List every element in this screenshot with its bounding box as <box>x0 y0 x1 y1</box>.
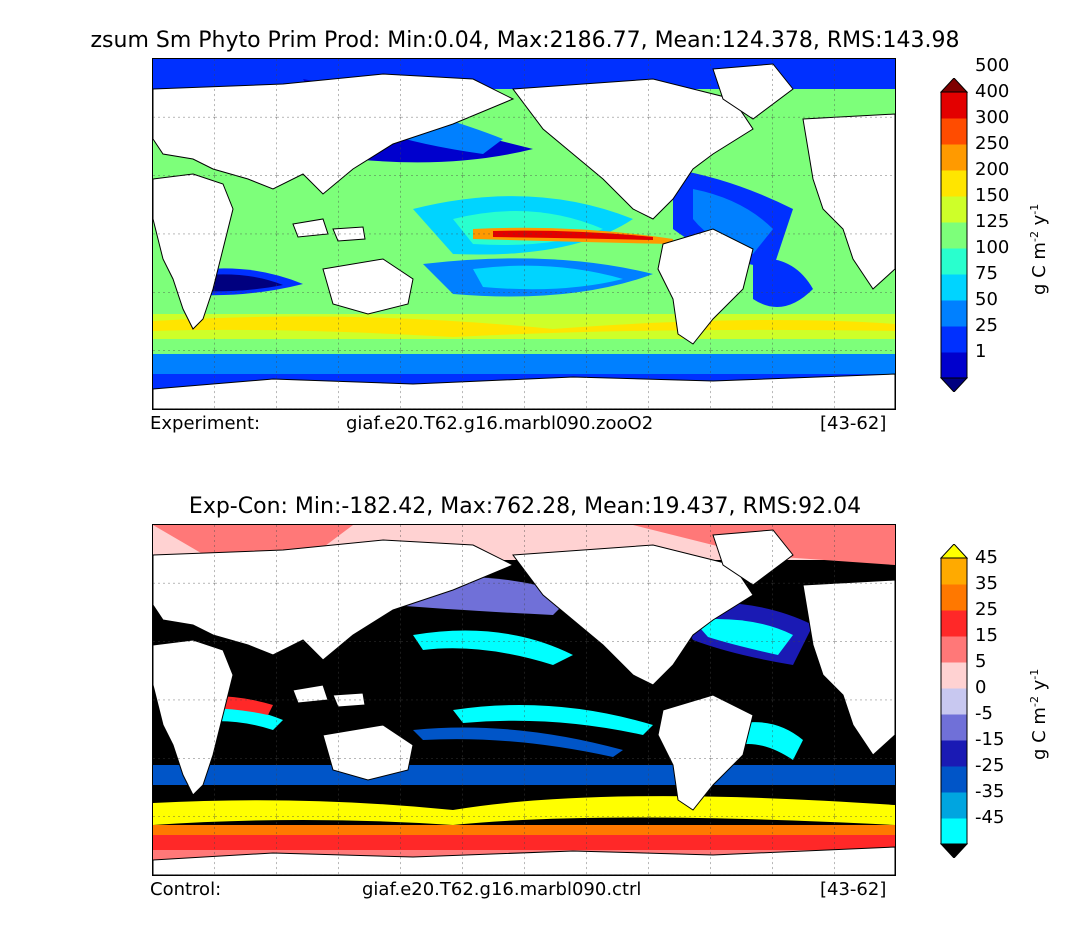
panel2-colorbar-tick-label: 5 <box>975 651 987 672</box>
panel2-colorbar-tick-label: 15 <box>975 625 998 646</box>
panel1-colorbar <box>940 78 968 392</box>
panel1-colorbar-band <box>941 170 967 197</box>
panel2-colorbar-band <box>941 818 967 845</box>
panel1-colorbar-unit: g C m-2 y-1 <box>1028 203 1050 295</box>
panel2-colorbar-band <box>941 766 967 793</box>
panel2-colorbar-band <box>941 688 967 715</box>
panel1-colorbar-band <box>941 92 967 119</box>
panel2-colorbar-tick-label: -15 <box>975 729 1005 750</box>
panel1-colorbar-tick-label: 50 <box>975 289 998 310</box>
panel2-colorbar-over-arrow <box>940 544 968 559</box>
panel2-colorbar-labels: -45 -35 -25 -15 -5 0 5 15 25 35 45 <box>975 544 1035 858</box>
panel1-colorbar-tick-label: 25 <box>975 315 998 336</box>
panel2-colorbar-band <box>941 636 967 663</box>
panel2-colorbar-band <box>941 584 967 611</box>
panel1-colorbar-tick-label: 200 <box>975 159 1010 180</box>
panel2-colorbar-tick-label: -5 <box>975 703 993 724</box>
panel1-colorbar-band <box>941 352 967 379</box>
panel1-footer-label: Experiment: <box>150 413 261 434</box>
panel2-colorbar-unit: g C m-2 y-1 <box>1028 668 1050 760</box>
panel1-colorbar-band <box>941 300 967 327</box>
panel2-colorbar-tick-label: 45 <box>975 547 998 568</box>
panel2-colorbar-tick-label: 35 <box>975 573 998 594</box>
panel1-footer-case: giaf.e20.T62.g16.marbl090.zooO2 <box>346 413 654 434</box>
panel1-colorbar-band <box>941 326 967 353</box>
panel2-colorbar-tick-label: -35 <box>975 781 1005 802</box>
panel1-colorbar-over-arrow <box>940 78 968 93</box>
panel1-footer-years: [43-62] <box>820 413 887 434</box>
panel1-colorbar-tick-label: 400 <box>975 81 1010 102</box>
panel1-colorbar-band <box>941 144 967 171</box>
panel2-title: Exp-Con: Min:-182.42, Max:762.28, Mean:1… <box>188 494 862 519</box>
panel2-colorbar-tick-label: 25 <box>975 599 998 620</box>
panel1-colorbar-tick-label: 150 <box>975 185 1010 206</box>
panel1-colorbar-tick-label: 250 <box>975 133 1010 154</box>
panel1-colorbar-tick-label: 100 <box>975 237 1010 258</box>
panel1-colorbar-tick-label: 500 <box>975 55 1010 76</box>
panel2-colorbar <box>940 544 968 858</box>
panel2-colorbar-band <box>941 662 967 689</box>
panel2-colorbar-band <box>941 558 967 585</box>
panel2-colorbar-under-arrow <box>940 843 968 858</box>
panel2-colorbar-tick-label: -25 <box>975 755 1005 776</box>
panel1-title: zsum Sm Phyto Prim Prod: Min:0.04, Max:2… <box>90 28 960 53</box>
panel1-colorbar-tick-label: 75 <box>975 263 998 284</box>
panel1-colorbar-band <box>941 196 967 223</box>
panel1-map-canvas <box>153 59 895 409</box>
panel2-footer-case: giaf.e20.T62.g16.marbl090.ctrl <box>362 879 642 900</box>
panel1-map <box>152 58 896 410</box>
panel2-footer-label: Control: <box>150 879 222 900</box>
panel2-colorbar-band <box>941 610 967 637</box>
panel1-colorbar-tick-label: 1 <box>975 341 987 362</box>
panel1-colorbar-labels: 1 25 50 75 100 125 150 200 250 300 400 500 <box>975 55 1035 392</box>
panel2-map-canvas <box>153 525 895 875</box>
panel2-colorbar-band <box>941 792 967 819</box>
panel2-colorbar-tick-label: -45 <box>975 807 1005 828</box>
panel2-colorbar-tick-label: 0 <box>975 677 987 698</box>
panel1-colorbar-band <box>941 118 967 145</box>
panel2-map <box>152 524 896 876</box>
panel1-colorbar-band <box>941 248 967 275</box>
panel1-colorbar-band <box>941 222 967 249</box>
panel2-colorbar-band <box>941 714 967 741</box>
panel1-colorbar-tick-label: 125 <box>975 211 1010 232</box>
panel1-colorbar-under-arrow <box>940 377 968 392</box>
panel2-colorbar-band <box>941 740 967 767</box>
panel1-colorbar-tick-label: 300 <box>975 107 1010 128</box>
panel1-colorbar-band <box>941 274 967 301</box>
panel2-footer-years: [43-62] <box>820 879 887 900</box>
